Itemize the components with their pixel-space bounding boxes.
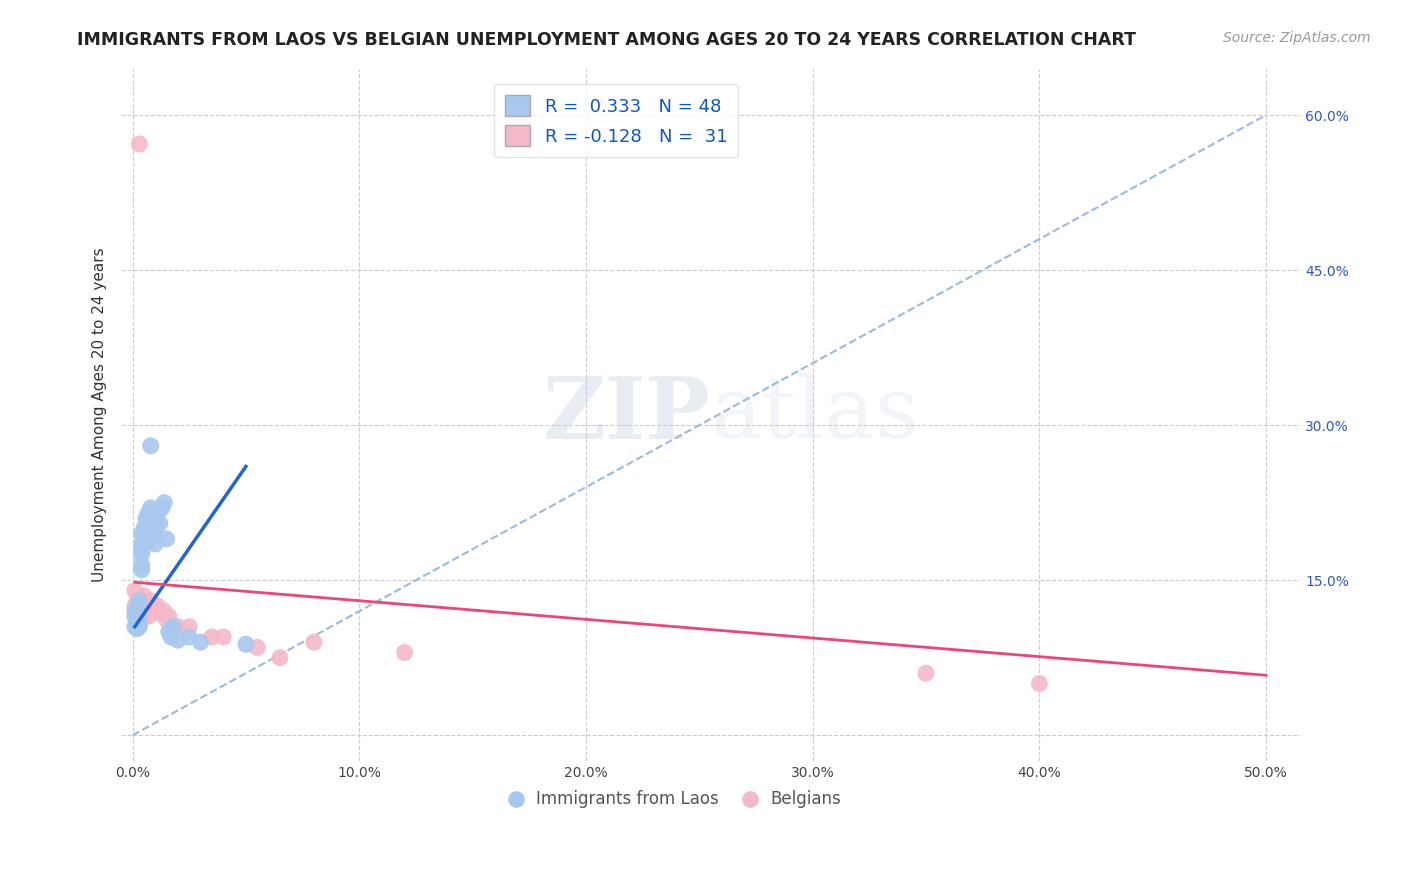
Point xyxy=(235,637,257,651)
Point xyxy=(167,633,190,648)
Point xyxy=(139,594,162,608)
Point xyxy=(157,624,180,639)
Point xyxy=(132,532,155,546)
Point xyxy=(138,609,160,624)
Point xyxy=(139,439,162,453)
Point xyxy=(138,521,160,535)
Point xyxy=(155,612,177,626)
Point xyxy=(128,604,150,618)
Point xyxy=(128,620,150,634)
Legend: Immigrants from Laos, Belgians: Immigrants from Laos, Belgians xyxy=(503,784,848,815)
Point xyxy=(132,537,155,551)
Point xyxy=(146,599,169,613)
Point xyxy=(142,524,165,538)
Point xyxy=(201,630,224,644)
Point xyxy=(135,526,157,541)
Point xyxy=(127,622,149,636)
Point xyxy=(131,563,153,577)
Point xyxy=(131,542,153,557)
Point xyxy=(1028,676,1050,690)
Point xyxy=(128,136,150,151)
Point xyxy=(160,630,183,644)
Point xyxy=(138,516,160,531)
Point xyxy=(142,599,165,613)
Point xyxy=(135,594,157,608)
Point xyxy=(915,666,938,681)
Point xyxy=(124,599,146,613)
Point xyxy=(142,516,165,531)
Point xyxy=(146,506,169,520)
Point xyxy=(128,594,150,608)
Point xyxy=(157,609,180,624)
Point xyxy=(131,594,153,608)
Point xyxy=(143,516,166,531)
Text: IMMIGRANTS FROM LAOS VS BELGIAN UNEMPLOYMENT AMONG AGES 20 TO 24 YEARS CORRELATI: IMMIGRANTS FROM LAOS VS BELGIAN UNEMPLOY… xyxy=(77,31,1136,49)
Point xyxy=(131,558,153,572)
Point xyxy=(155,532,177,546)
Point xyxy=(124,620,146,634)
Point xyxy=(124,609,146,624)
Point xyxy=(179,630,201,644)
Point xyxy=(162,620,184,634)
Point xyxy=(132,589,155,603)
Point xyxy=(131,547,153,561)
Point xyxy=(127,615,149,629)
Text: atlas: atlas xyxy=(710,373,920,457)
Point xyxy=(167,620,190,634)
Point xyxy=(394,646,416,660)
Point xyxy=(128,612,150,626)
Point xyxy=(269,650,291,665)
Point xyxy=(153,604,176,618)
Point xyxy=(135,516,157,531)
Point xyxy=(246,640,269,655)
Point xyxy=(127,599,149,613)
Point xyxy=(131,537,153,551)
Point xyxy=(124,583,146,598)
Point xyxy=(132,599,155,613)
Point xyxy=(139,500,162,515)
Point xyxy=(135,537,157,551)
Point xyxy=(190,635,212,649)
Point xyxy=(131,526,153,541)
Point xyxy=(179,620,201,634)
Point xyxy=(131,604,153,618)
Y-axis label: Unemployment Among Ages 20 to 24 years: Unemployment Among Ages 20 to 24 years xyxy=(93,247,107,582)
Point xyxy=(212,630,235,644)
Point xyxy=(143,604,166,618)
Point xyxy=(127,594,149,608)
Point xyxy=(302,635,325,649)
Point xyxy=(149,607,172,621)
Point xyxy=(124,604,146,618)
Point xyxy=(135,511,157,525)
Point xyxy=(138,506,160,520)
Point xyxy=(149,516,172,531)
Point xyxy=(150,500,173,515)
Point xyxy=(138,599,160,613)
Point xyxy=(132,521,155,535)
Point xyxy=(135,604,157,618)
Text: ZIP: ZIP xyxy=(543,373,710,457)
Point xyxy=(127,616,149,631)
Point xyxy=(128,599,150,613)
Point xyxy=(153,496,176,510)
Point xyxy=(128,616,150,631)
Point xyxy=(143,526,166,541)
Text: Source: ZipAtlas.com: Source: ZipAtlas.com xyxy=(1223,31,1371,45)
Point xyxy=(132,526,155,541)
Point xyxy=(143,537,166,551)
